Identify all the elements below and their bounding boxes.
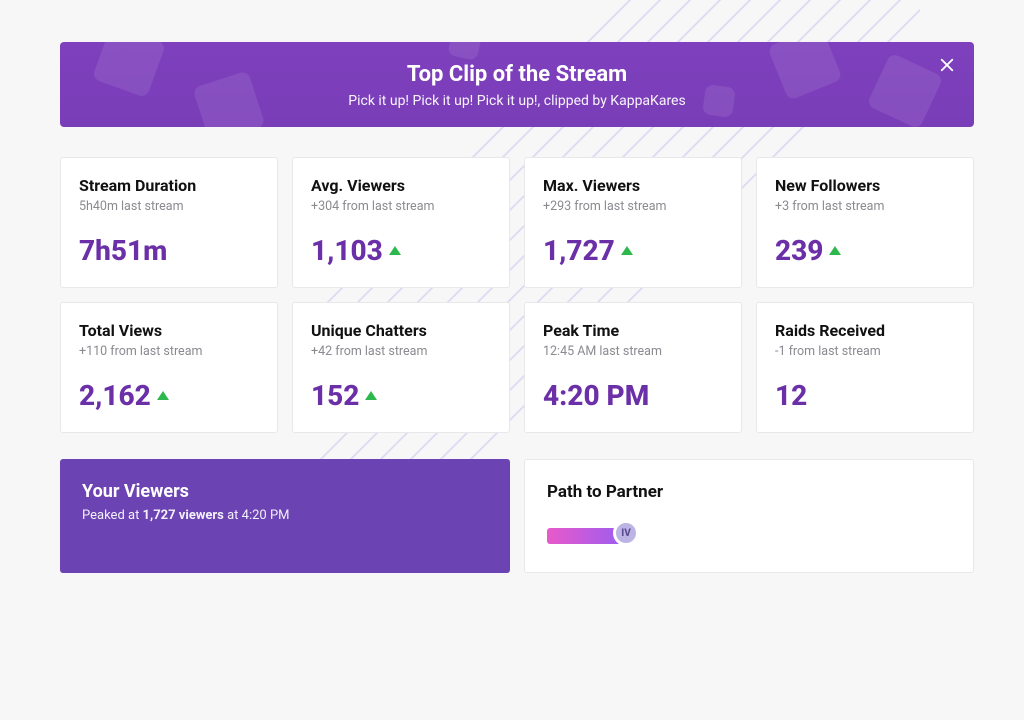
stat-title: Peak Time [543, 321, 723, 340]
stat-value: 7h51m [79, 234, 259, 267]
stat-title: Raids Received [775, 321, 955, 340]
path-to-partner-progress: IV [547, 528, 625, 544]
stat-subtitle: +304 from last stream [311, 199, 491, 214]
stat-value: 4:20 PM [543, 379, 723, 412]
stat-subtitle: 12:45 AM last stream [543, 344, 723, 359]
stat-subtitle: +293 from last stream [543, 199, 723, 214]
stat-value: 1,103 [311, 234, 491, 267]
stat-card-total-views[interactable]: Total Views +110 from last stream 2,162 [60, 302, 278, 433]
stat-subtitle: 5h40m last stream [79, 199, 259, 214]
close-banner-button[interactable] [936, 56, 958, 78]
stat-subtitle: +3 from last stream [775, 199, 955, 214]
stat-subtitle: +110 from last stream [79, 344, 259, 359]
stat-subtitle: +42 from last stream [311, 344, 491, 359]
your-viewers-subtitle: Peaked at 1,727 viewers at 4:20 PM [82, 508, 488, 523]
stat-value: 152 [311, 379, 491, 412]
stat-card-unique-chatters[interactable]: Unique Chatters +42 from last stream 152 [292, 302, 510, 433]
your-viewers-title: Your Viewers [82, 481, 488, 502]
trend-up-icon [365, 391, 377, 400]
trend-up-icon [621, 246, 633, 255]
stat-card-raids-received[interactable]: Raids Received -1 from last stream 12 [756, 302, 974, 433]
stat-title: New Followers [775, 176, 955, 195]
path-to-partner-panel[interactable]: Path to Partner IV [524, 459, 974, 573]
stat-card-new-followers[interactable]: New Followers +3 from last stream 239 [756, 157, 974, 288]
stat-title: Stream Duration [79, 176, 259, 195]
trend-up-icon [829, 246, 841, 255]
stat-title: Max. Viewers [543, 176, 723, 195]
stat-title: Total Views [79, 321, 259, 340]
stat-value: 2,162 [79, 379, 259, 412]
top-clip-banner[interactable]: Top Clip of the Stream Pick it up! Pick … [60, 42, 974, 127]
stat-title: Unique Chatters [311, 321, 491, 340]
stat-card-stream-duration[interactable]: Stream Duration 5h40m last stream 7h51m [60, 157, 278, 288]
stat-value: 239 [775, 234, 955, 267]
stats-grid: Stream Duration 5h40m last stream 7h51m Avg… [60, 157, 974, 433]
stat-subtitle: -1 from last stream [775, 344, 955, 359]
stat-card-peak-time[interactable]: Peak Time 12:45 AM last stream 4:20 PM [524, 302, 742, 433]
stat-title: Avg. Viewers [311, 176, 491, 195]
your-viewers-panel[interactable]: Your Viewers Peaked at 1,727 viewers at … [60, 459, 510, 573]
stat-value: 1,727 [543, 234, 723, 267]
banner-title: Top Clip of the Stream [80, 62, 954, 87]
stat-card-avg-viewers[interactable]: Avg. Viewers +304 from last stream 1,103 [292, 157, 510, 288]
trend-up-icon [157, 391, 169, 400]
stat-card-max-viewers[interactable]: Max. Viewers +293 from last stream 1,727 [524, 157, 742, 288]
path-to-partner-level-badge: IV [613, 520, 639, 546]
path-to-partner-title: Path to Partner [547, 482, 951, 502]
banner-subtitle: Pick it up! Pick it up! Pick it up!, cli… [80, 93, 954, 109]
trend-up-icon [389, 246, 401, 255]
stat-value: 12 [775, 379, 955, 412]
